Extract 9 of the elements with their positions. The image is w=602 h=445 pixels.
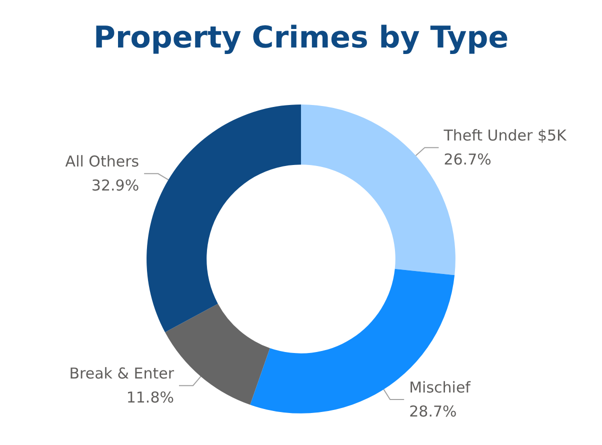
data-label: 32.9% bbox=[91, 176, 140, 195]
slice-label: Break & Enter bbox=[69, 364, 175, 383]
data-label: 28.7% bbox=[409, 402, 457, 421]
data-label: 26.7% bbox=[444, 150, 492, 169]
chart-title: Property Crimes by Type bbox=[93, 20, 509, 56]
slice-label: Mischief bbox=[409, 378, 472, 397]
slice-label: Theft Under $5K bbox=[442, 126, 568, 145]
data-label: 11.8% bbox=[126, 388, 174, 407]
slice-label: All Others bbox=[65, 152, 140, 171]
